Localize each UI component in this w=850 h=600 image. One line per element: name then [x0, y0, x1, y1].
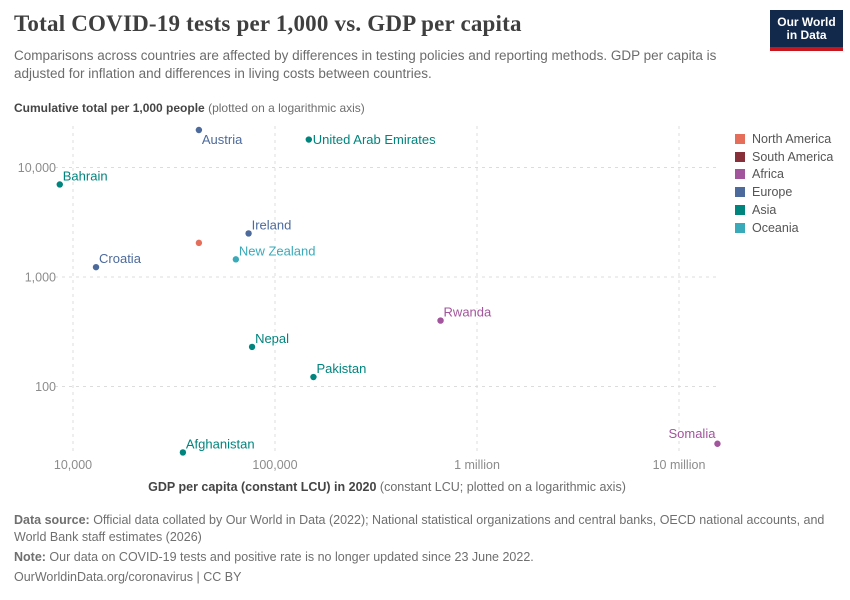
y-axis-title-note: (plotted on a logarithmic axis): [204, 101, 365, 115]
legend-swatch-south-america: [735, 151, 745, 162]
data-point-label-austria[interactable]: Austria: [200, 131, 244, 149]
data-source-label: Data source:: [14, 513, 90, 527]
legend-label-asia: Asia: [752, 203, 777, 218]
data-source-text: Official data collated by Our World in D…: [14, 513, 825, 544]
page-title: Total COVID-19 tests per 1,000 vs. GDP p…: [14, 11, 522, 36]
legend-label-africa: Africa: [752, 167, 784, 182]
x-tick-label: 1 million: [454, 458, 500, 472]
note-text: Our data on COVID-19 tests and positive …: [45, 550, 534, 564]
data-point-label-somalia[interactable]: Somalia: [667, 424, 718, 442]
legend-item-europe[interactable]: Europe: [735, 183, 833, 201]
note-label: Note:: [14, 550, 46, 564]
legend-label-europe: Europe: [752, 185, 793, 200]
y-tick-label: 1,000: [25, 271, 56, 285]
data-point-new-zealand[interactable]: [232, 256, 240, 263]
y-axis-title: Cumulative total per 1,000 people (plott…: [14, 101, 365, 115]
data-point-afghanistan[interactable]: [179, 449, 187, 456]
data-point-rwanda[interactable]: [437, 317, 444, 324]
data-point-label-croatia[interactable]: Croatia: [98, 250, 144, 268]
legend-item-africa[interactable]: Africa: [735, 166, 833, 184]
y-axis-title-main: Cumulative total per 1,000 people: [14, 101, 205, 115]
data-point-ireland[interactable]: [245, 230, 252, 237]
data-point-croatia[interactable]: [92, 263, 100, 271]
legend-swatch-north-america: [735, 133, 745, 144]
legend-label-south-america: South America: [752, 149, 834, 164]
x-tick-label: 10,000: [54, 458, 92, 472]
legend-swatch-europe: [735, 187, 745, 198]
data-point-label-ireland[interactable]: Ireland: [250, 216, 293, 234]
note-line: Note: Our data on COVID-19 tests and pos…: [14, 549, 838, 566]
owid-logo-line2: in Data: [786, 27, 827, 42]
legend-label-north-america: North America: [752, 131, 832, 146]
chart-footer: Data source: Official data collated by O…: [14, 512, 838, 589]
data-source-line: Data source: Official data collated by O…: [14, 512, 838, 546]
legend-item-asia[interactable]: Asia: [735, 201, 833, 219]
legend-item-oceania[interactable]: Oceania: [735, 219, 833, 237]
data-point-label-nepal[interactable]: Nepal: [254, 329, 291, 347]
x-tick-label: 100,000: [252, 458, 297, 472]
license-link[interactable]: CC BY: [203, 570, 242, 584]
legend-item-north-america[interactable]: North America: [735, 130, 833, 148]
data-point-bahrain[interactable]: [56, 181, 63, 188]
data-point-label-new-zealand[interactable]: New Zealand: [237, 242, 317, 260]
data-point-label-rwanda[interactable]: Rwanda: [442, 303, 493, 321]
data-point-nepal[interactable]: [248, 343, 256, 351]
owid-url-link[interactable]: OurWorldinData.org/coronavirus: [14, 570, 194, 584]
data-point-label-afghanistan[interactable]: Afghanistan: [184, 435, 256, 453]
x-axis-title: GDP per capita (constant LCU) in 2020 (c…: [55, 480, 719, 494]
citation-line: OurWorldinData.org/coronavirus | CC BY: [14, 569, 838, 586]
data-point-label-bahrain[interactable]: Bahrain: [61, 167, 109, 185]
owid-logo-line1: Our World: [777, 14, 836, 29]
data-point-pakistan[interactable]: [310, 373, 317, 381]
y-tick-label: 100: [35, 380, 56, 394]
x-axis-title-note: (constant LCU; plotted on a logarithmic …: [376, 480, 626, 494]
legend-swatch-africa: [735, 169, 745, 180]
data-point-label-united-arab-emirates[interactable]: United Arab Emirates: [311, 131, 437, 149]
x-tick-label: 10 million: [653, 458, 706, 472]
data-point-label-pakistan[interactable]: Pakistan: [315, 360, 368, 378]
data-point[interactable]: [195, 239, 203, 247]
legend-item-south-america[interactable]: South America: [735, 148, 833, 166]
data-point-united-arab-emirates[interactable]: [305, 136, 312, 143]
data-point-somalia[interactable]: [714, 440, 721, 447]
chart-subtitle: Comparisons across countries are affecte…: [14, 48, 717, 81]
legend-swatch-oceania: [735, 222, 745, 233]
legend-swatch-asia: [735, 205, 745, 216]
legend-label-oceania: Oceania: [752, 220, 799, 235]
continent-legend: North America South America Africa Europe As…: [735, 130, 833, 237]
owid-logo[interactable]: Our World in Data: [770, 10, 843, 51]
y-tick-label: 10,000: [18, 161, 56, 175]
data-point-austria[interactable]: [195, 126, 203, 134]
citation-separator: |: [193, 570, 204, 584]
x-axis-title-main: GDP per capita (constant LCU) in 2020: [148, 480, 377, 494]
